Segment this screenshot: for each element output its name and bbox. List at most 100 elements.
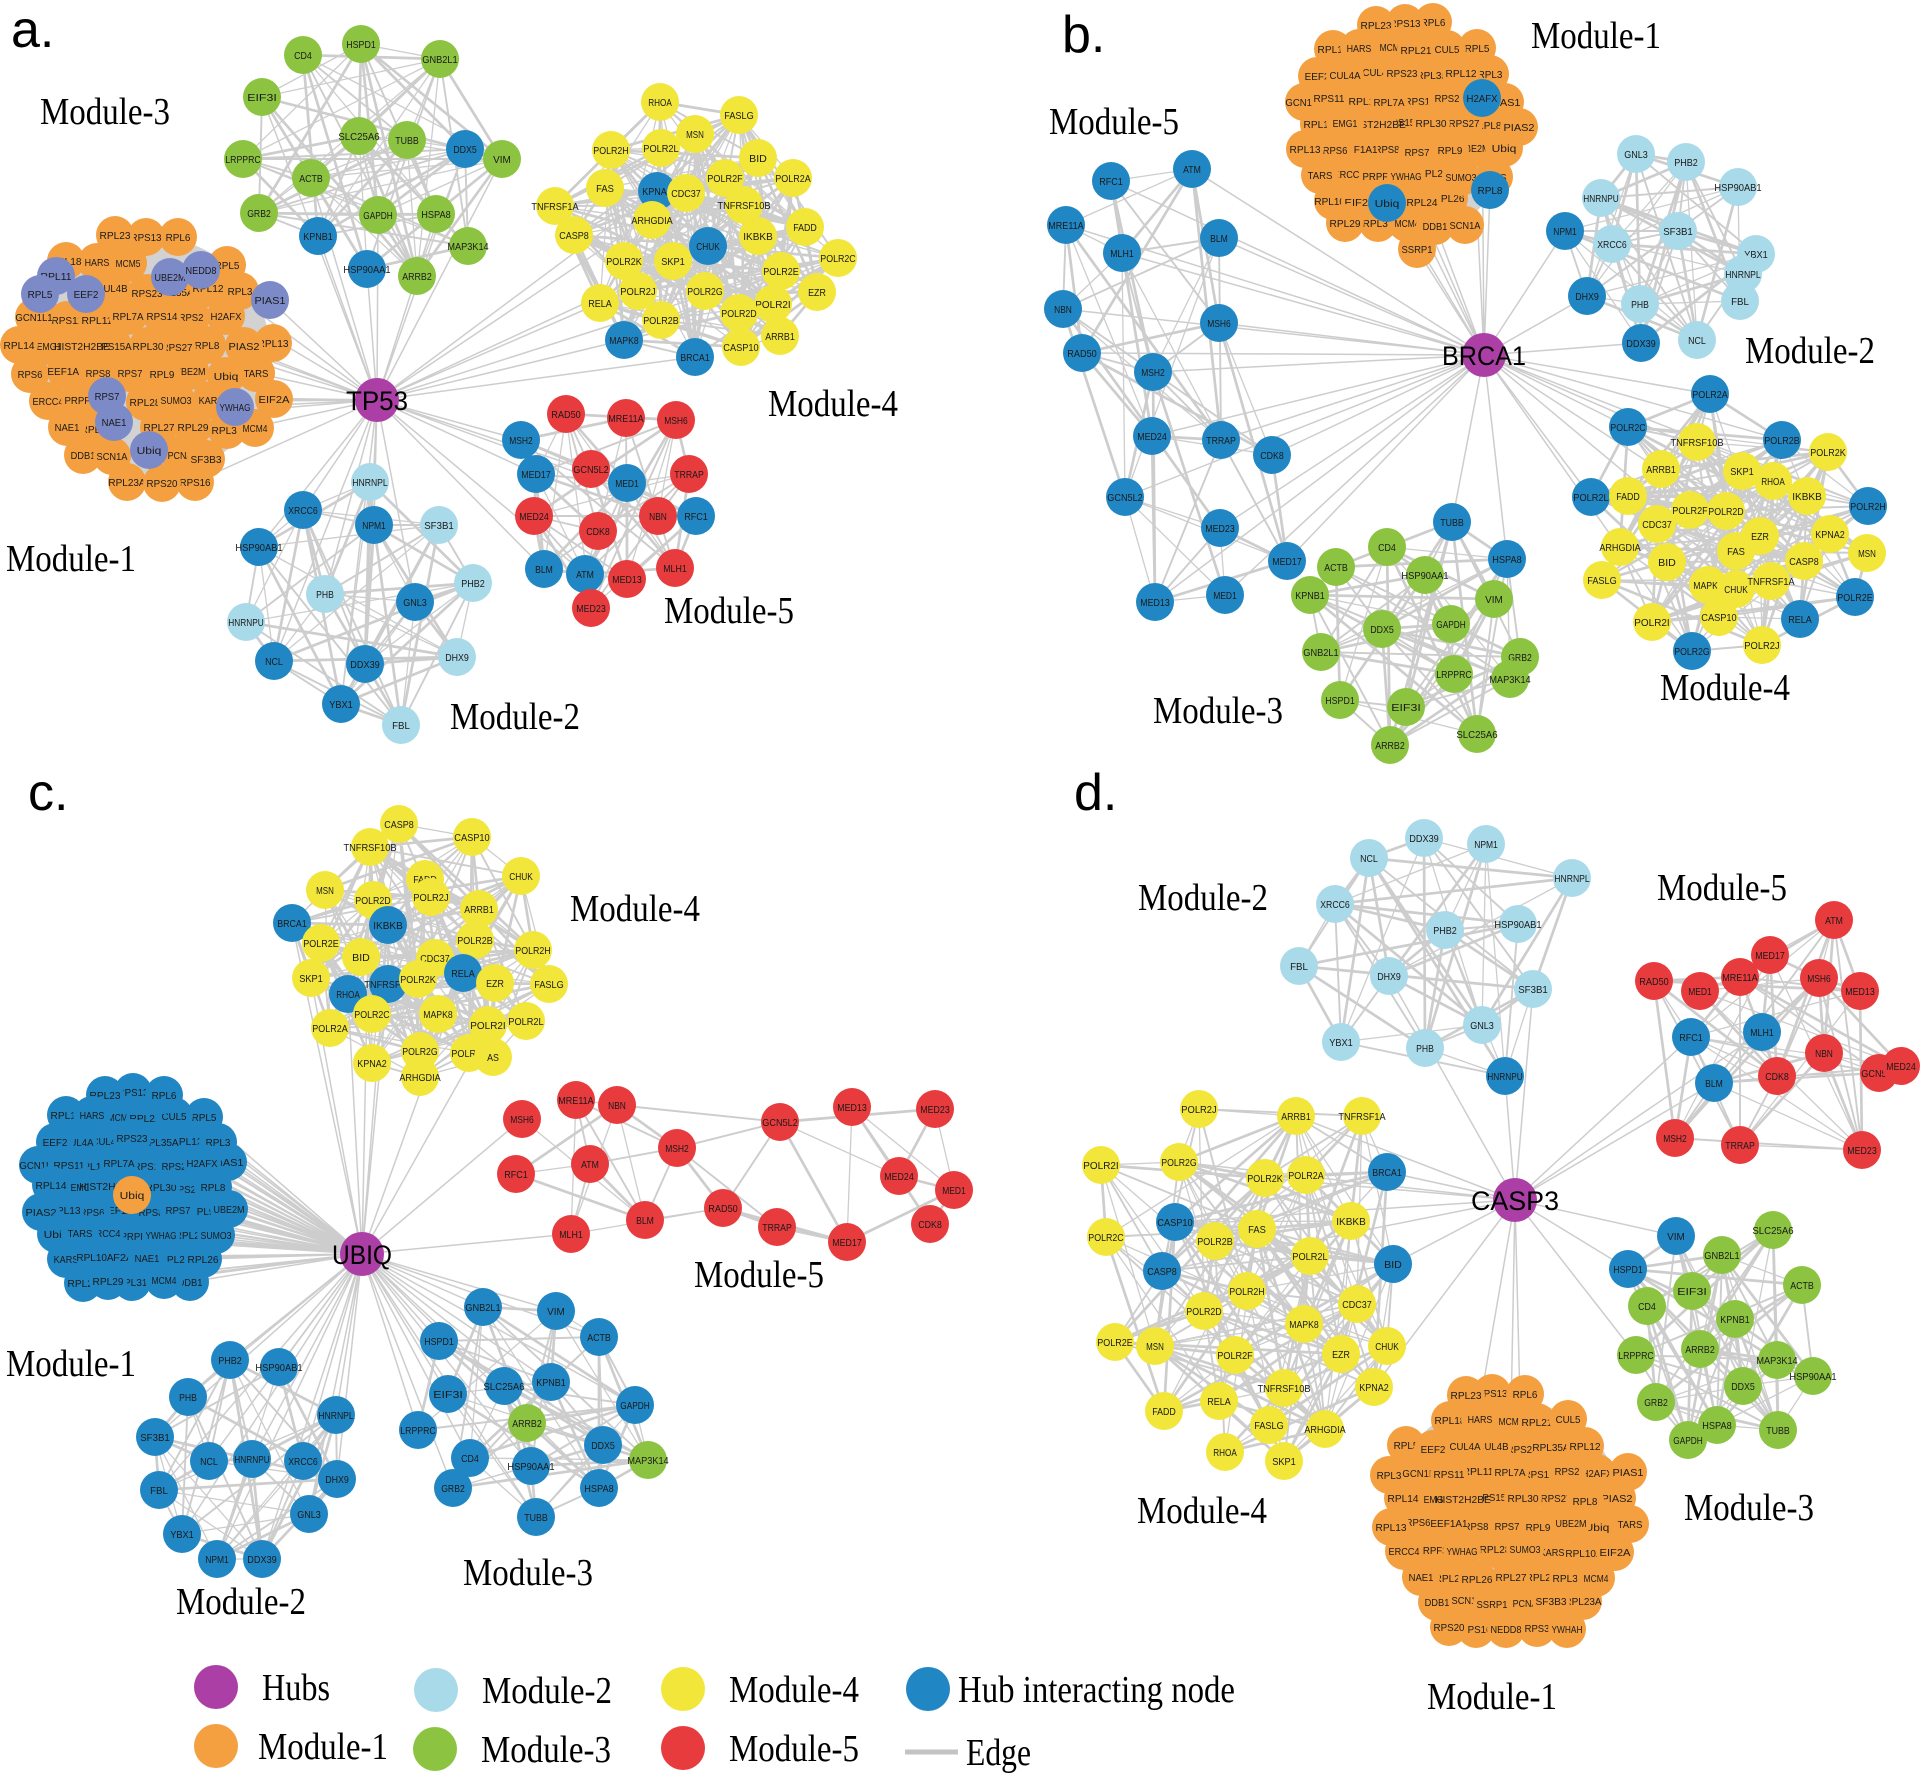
svg-text:MRE11A: MRE11A [608, 413, 643, 425]
svg-text:RPL23: RPL23 [1451, 1390, 1482, 1402]
svg-text:MAP3K14: MAP3K14 [1489, 674, 1530, 686]
svg-text:HIST2H2BE: HIST2H2BE [1350, 119, 1406, 131]
svg-text:YBX1: YBX1 [1329, 1037, 1353, 1049]
svg-text:Module-2: Module-2 [450, 696, 580, 738]
svg-text:RPL23A: RPL23A [108, 477, 145, 489]
svg-text:SUMO3: SUMO3 [201, 1230, 232, 1242]
svg-text:SSRP1: SSRP1 [1402, 244, 1433, 256]
svg-text:RPS13: RPS13 [118, 1087, 149, 1099]
svg-text:RPS6: RPS6 [1323, 145, 1348, 157]
svg-text:IKBKB: IKBKB [1336, 1216, 1366, 1228]
svg-text:MED23: MED23 [1847, 1145, 1877, 1157]
svg-text:RPS14: RPS14 [1524, 1469, 1555, 1481]
svg-text:POLR2L: POLR2L [643, 143, 679, 155]
svg-text:DDX5: DDX5 [453, 144, 477, 156]
svg-text:POLR2L: POLR2L [1573, 492, 1609, 504]
svg-text:ARRB1: ARRB1 [765, 331, 795, 343]
svg-text:RPL18: RPL18 [1435, 1415, 1466, 1427]
svg-text:DDX5: DDX5 [591, 1440, 615, 1452]
svg-text:Module-5: Module-5 [1657, 867, 1787, 909]
svg-text:FAS: FAS [596, 183, 614, 195]
svg-text:PIAS1: PIAS1 [1613, 1467, 1644, 1479]
svg-text:CUL4A: CUL4A [1450, 1441, 1481, 1453]
svg-text:GCN5L2: GCN5L2 [1107, 492, 1143, 504]
svg-text:CHUK: CHUK [1724, 584, 1748, 596]
svg-text:FBL: FBL [392, 720, 410, 732]
svg-text:ARRB2: ARRB2 [1375, 740, 1405, 752]
svg-text:RPS23: RPS23 [1507, 1444, 1538, 1456]
svg-text:MED13: MED13 [1845, 986, 1875, 998]
svg-text:RPS11: RPS11 [1434, 1469, 1465, 1481]
svg-text:RPL3: RPL3 [1377, 1470, 1402, 1482]
svg-text:YWHAG: YWHAG [146, 1230, 177, 1242]
svg-text:MSH2: MSH2 [509, 435, 533, 447]
svg-text:RPS14: RPS14 [147, 311, 178, 323]
svg-text:CDK8: CDK8 [1765, 1071, 1789, 1083]
svg-text:DDB1: DDB1 [178, 1277, 203, 1289]
svg-text:RPL14: RPL14 [4, 340, 35, 352]
svg-text:TNFRSF10B: TNFRSF10B [1670, 437, 1723, 449]
svg-text:POLR2K: POLR2K [606, 256, 641, 268]
svg-text:ARHGDIA: ARHGDIA [1304, 1424, 1345, 1436]
svg-text:EIF3I: EIF3I [247, 92, 277, 104]
svg-text:RPL6: RPL6 [166, 232, 191, 244]
svg-text:RPL5: RPL5 [192, 1112, 217, 1124]
svg-text:DDX39: DDX39 [350, 659, 380, 671]
svg-text:GCN5L2: GCN5L2 [762, 1117, 798, 1129]
svg-text:HSP90AB1: HSP90AB1 [1714, 182, 1761, 194]
svg-text:HSP90AA1: HSP90AA1 [343, 264, 390, 276]
svg-text:ARRB2: ARRB2 [1685, 1344, 1715, 1356]
svg-text:MSN: MSN [316, 885, 334, 897]
svg-text:PIAS2: PIAS2 [26, 1207, 57, 1219]
svg-text:KPNA2: KPNA2 [1359, 1382, 1389, 1394]
svg-text:RPL29: RPL29 [93, 1276, 124, 1288]
svg-text:SF3B1: SF3B1 [424, 520, 454, 532]
svg-text:MAPK8: MAPK8 [1693, 580, 1723, 592]
svg-text:RPL23A: RPL23A [1564, 1596, 1601, 1608]
svg-text:ATM: ATM [581, 1159, 599, 1171]
svg-text:MED24: MED24 [1137, 431, 1167, 443]
svg-text:RPL12: RPL12 [1446, 68, 1477, 80]
svg-text:MED1: MED1 [1213, 590, 1237, 602]
svg-text:RPL31: RPL31 [1553, 1573, 1584, 1585]
svg-text:VIM: VIM [1667, 1231, 1685, 1243]
svg-text:DHX9: DHX9 [1575, 291, 1599, 303]
svg-text:Module-1: Module-1 [6, 538, 136, 580]
svg-text:HSPD1: HSPD1 [1325, 695, 1355, 707]
svg-text:NEDD8: NEDD8 [1491, 1624, 1522, 1636]
svg-text:SSRP1: SSRP1 [1477, 1599, 1508, 1611]
svg-text:EIF3I: EIF3I [1677, 1286, 1707, 1298]
svg-text:HSPA8: HSPA8 [1492, 554, 1522, 566]
svg-text:a.: a. [11, 1, 54, 59]
svg-text:MED1: MED1 [942, 1185, 966, 1197]
svg-text:GAPDH: GAPDH [363, 210, 393, 222]
svg-text:HIST2H2BE: HIST2H2BE [1435, 1494, 1491, 1506]
svg-text:FASLG: FASLG [534, 979, 564, 991]
svg-text:RPL14: RPL14 [1388, 1493, 1419, 1505]
svg-text:KARS: KARS [1540, 1547, 1565, 1559]
svg-text:CUL5: CUL5 [1556, 1414, 1581, 1426]
svg-text:RPS27: RPS27 [1449, 118, 1480, 130]
svg-text:MRE11A: MRE11A [558, 1095, 593, 1107]
svg-text:HSPA8: HSPA8 [1702, 1420, 1732, 1432]
svg-text:Module-1: Module-1 [1427, 1676, 1557, 1718]
svg-text:RPL11: RPL11 [82, 315, 113, 327]
svg-text:GAPDH: GAPDH [1436, 619, 1466, 631]
svg-text:Module-2: Module-2 [482, 1670, 612, 1712]
svg-text:YBX1: YBX1 [170, 1529, 194, 1541]
svg-text:HARS: HARS [1468, 1414, 1493, 1426]
svg-text:SUMO3: SUMO3 [1446, 172, 1477, 184]
svg-text:AS: AS [487, 1052, 499, 1064]
svg-text:BRCA1: BRCA1 [680, 352, 710, 364]
svg-text:PHB2: PHB2 [218, 1355, 242, 1367]
svg-text:POLR2K: POLR2K [1247, 1173, 1282, 1185]
svg-text:RHOA: RHOA [1213, 1447, 1237, 1459]
svg-text:Module-3: Module-3 [481, 1729, 611, 1771]
svg-text:POLR2H: POLR2H [1850, 501, 1885, 513]
svg-text:HIST2H2BE: HIST2H2BE [54, 341, 110, 353]
svg-text:RPL23: RPL23 [1361, 20, 1392, 32]
svg-text:RPL9: RPL9 [1526, 1522, 1551, 1534]
svg-text:CDK8: CDK8 [586, 526, 610, 538]
svg-text:MED1: MED1 [1688, 986, 1712, 998]
svg-text:VIM: VIM [1485, 594, 1503, 606]
